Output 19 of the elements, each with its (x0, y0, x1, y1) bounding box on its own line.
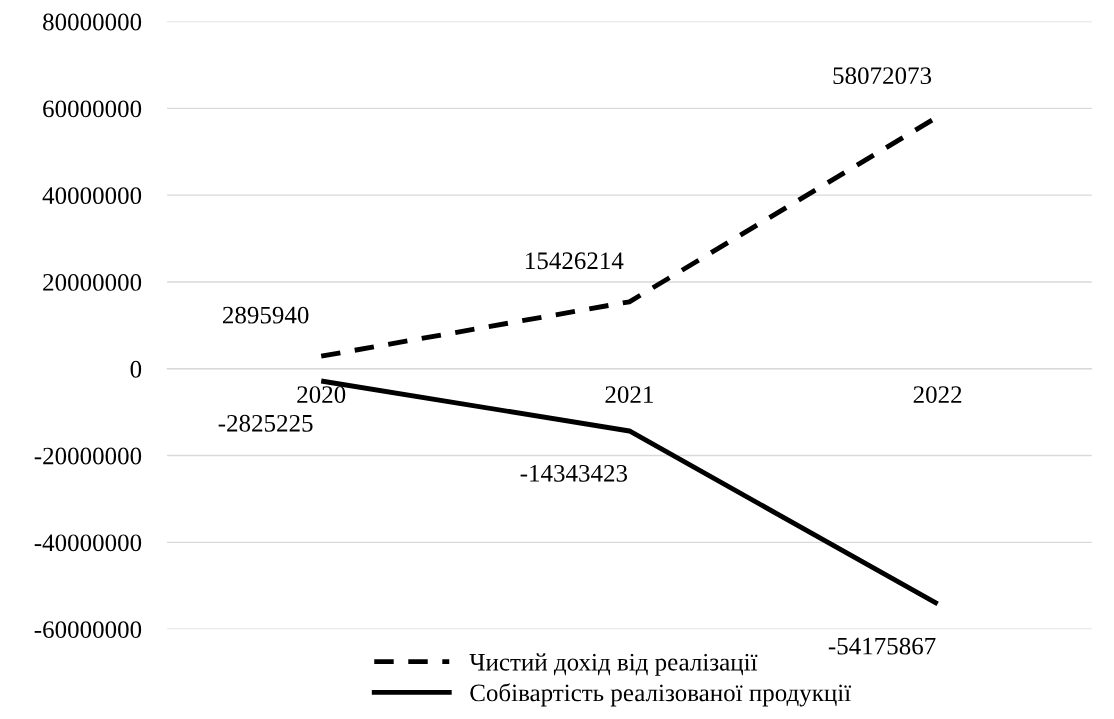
y-tick-label: 0 (130, 360, 142, 378)
data-label: -54175867 (828, 637, 936, 655)
data-label: 58072073 (833, 67, 932, 85)
y-tick-label: -40000000 (34, 534, 142, 552)
y-tick-label: -20000000 (34, 447, 142, 465)
y-tick-label: 20000000 (43, 274, 142, 291)
data-label: 15426214 (526, 252, 624, 270)
legend-label: Собівартість реалізованої продукції (470, 683, 852, 707)
y-tick-label: 40000000 (42, 187, 142, 205)
data-label: -14343423 (520, 464, 628, 482)
data-label: 2895940 (223, 306, 309, 324)
y-tick-label: -60000000 (34, 621, 142, 639)
y-tick-label: 60000000 (43, 100, 142, 118)
legend-label: Чистий дохід від реалізації (469, 653, 758, 676)
data-label: -2825225 (218, 414, 313, 432)
x-tick-label: 2021 (605, 386, 653, 403)
y-tick-label: 80000000 (43, 13, 142, 31)
x-tick-label: 2020 (297, 386, 346, 403)
x-tick-label: 2022 (913, 386, 962, 403)
